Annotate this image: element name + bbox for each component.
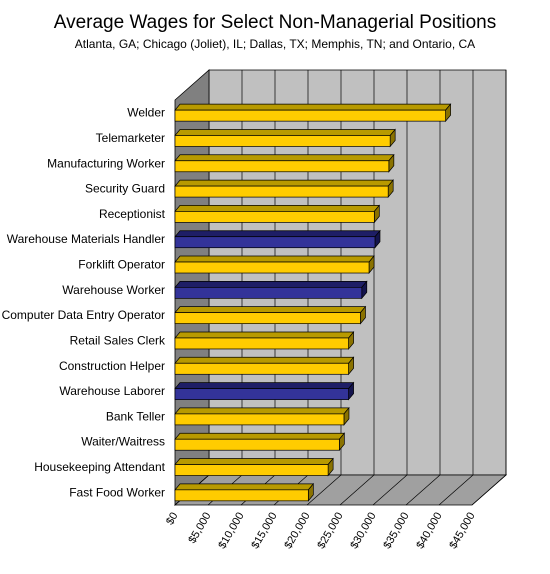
bar bbox=[174, 135, 391, 147]
bar-top-face bbox=[174, 280, 368, 288]
x-tick-label: $15,000 bbox=[249, 511, 279, 551]
bar-top-face bbox=[174, 458, 334, 465]
category-label: Housekeeping Attendant bbox=[34, 460, 165, 474]
bar bbox=[174, 337, 349, 350]
chart-title: Average Wages for Select Non-Managerial … bbox=[53, 12, 497, 33]
category-label: Receptionist bbox=[99, 207, 166, 221]
bar-top-face bbox=[174, 205, 381, 212]
bar bbox=[174, 489, 309, 502]
x-tick-label: $20,000 bbox=[282, 511, 312, 551]
floor-gridline bbox=[471, 474, 507, 506]
bar-top-face bbox=[174, 255, 375, 263]
bar-top-face bbox=[174, 382, 355, 389]
bar-top-face bbox=[174, 331, 355, 339]
chart-subtitle: Atlanta, GA; Chicago (Joliet), IL; Dalla… bbox=[74, 37, 476, 51]
x-tick-label: $45,000 bbox=[447, 511, 477, 551]
bar-top-face bbox=[174, 103, 452, 111]
bar-top-face bbox=[174, 483, 315, 491]
bar bbox=[174, 160, 390, 173]
category-label: Manufacturing Worker bbox=[47, 156, 165, 170]
bar-top-face bbox=[174, 129, 396, 136]
category-label: Forklift Operator bbox=[78, 258, 165, 272]
category-label: Warehouse Laborer bbox=[59, 384, 165, 398]
x-tick-label: $0 bbox=[164, 511, 181, 528]
bar bbox=[174, 438, 340, 451]
bar-top-face bbox=[174, 179, 394, 187]
floor-gridline bbox=[339, 474, 375, 506]
bar-top-face bbox=[174, 356, 355, 364]
bar bbox=[174, 362, 349, 375]
bar bbox=[174, 388, 349, 400]
bar bbox=[174, 312, 361, 325]
floor-gridline bbox=[405, 474, 441, 506]
category-label: Waiter/Waitress bbox=[81, 435, 165, 449]
category-label: Retail Sales Clerk bbox=[70, 333, 166, 347]
bar bbox=[174, 286, 363, 299]
bar-top-face bbox=[174, 432, 346, 440]
x-tick-label: $35,000 bbox=[381, 511, 411, 551]
bar bbox=[174, 236, 376, 249]
bar-top-face bbox=[174, 230, 381, 238]
floor-gridline bbox=[372, 474, 408, 506]
x-tick-label: $10,000 bbox=[216, 511, 246, 551]
category-label: Construction Helper bbox=[59, 359, 165, 373]
bar-top-face bbox=[174, 306, 367, 314]
floor-gridline bbox=[438, 474, 474, 506]
bar bbox=[174, 261, 370, 274]
bar bbox=[174, 413, 345, 426]
category-label: Welder bbox=[127, 106, 165, 120]
category-label: Fast Food Worker bbox=[69, 485, 165, 499]
x-tick-label: $30,000 bbox=[348, 511, 378, 551]
floor-gridline bbox=[306, 474, 342, 506]
x-tick-label: $40,000 bbox=[414, 511, 444, 551]
category-label: Warehouse Materials Handler bbox=[7, 232, 165, 246]
x-tick-label: $25,000 bbox=[315, 511, 345, 551]
bar bbox=[174, 185, 389, 198]
category-label: Security Guard bbox=[85, 182, 165, 196]
bar bbox=[174, 464, 329, 476]
category-label: Telemarketer bbox=[96, 131, 165, 145]
category-label: Warehouse Worker bbox=[62, 283, 165, 297]
x-tick-label: $5,000 bbox=[186, 511, 213, 546]
category-label: Bank Teller bbox=[106, 409, 165, 423]
bar bbox=[174, 109, 446, 122]
bar-top-face bbox=[174, 407, 350, 415]
bar bbox=[174, 211, 375, 223]
category-label: Computer Data Entry Operator bbox=[2, 308, 165, 322]
bar-top-face bbox=[174, 154, 395, 162]
